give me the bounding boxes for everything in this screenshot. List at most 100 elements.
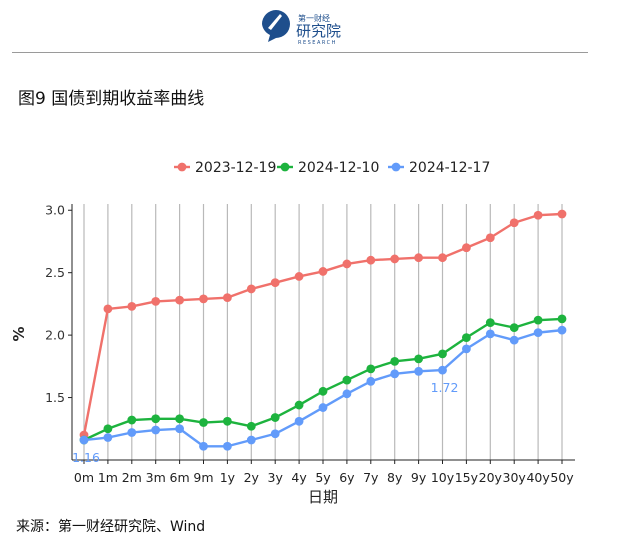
- data-point-6m: [175, 295, 185, 305]
- data-point-20y: [485, 329, 495, 339]
- data-point-3y: [270, 278, 280, 288]
- data-point-2y: [246, 435, 256, 445]
- legend: 2023-12-19 2024-12-10 2024-12-17: [174, 160, 490, 176]
- data-point-6m: [175, 424, 185, 434]
- legend-label: 2024-12-10: [298, 160, 379, 176]
- data-point-9m: [199, 294, 208, 304]
- data-point-15y: [462, 333, 471, 343]
- data-point-50y: [557, 325, 567, 335]
- data-point-4y: [294, 416, 304, 426]
- data-point-30y: [509, 218, 519, 228]
- legend-swatch-dot: [280, 162, 290, 172]
- series-2024-12-10: [79, 314, 567, 445]
- data-point-4y: [294, 272, 304, 281]
- x-tick-label-10y: 10y: [431, 470, 455, 485]
- yield-curve-chart: 2023-12-19 2024-12-10 2024-12-17 1.5 2.0 2.5…: [10, 160, 575, 506]
- data-point-2m: [127, 428, 137, 437]
- data-point-50y: [557, 314, 567, 324]
- data-point-30y: [509, 335, 519, 345]
- x-tick-label-7y: 7y: [363, 470, 379, 485]
- data-point-8y: [390, 369, 400, 379]
- logo-text-en: RESEARCH: [298, 40, 337, 46]
- legend-label: 2023-12-19: [195, 160, 276, 176]
- x-tick-label-1m: 1m: [98, 470, 118, 485]
- data-point-3y: [270, 429, 280, 439]
- data-point-0m: [79, 435, 89, 445]
- x-tick-label-9m: 9m: [193, 470, 213, 485]
- legend-swatch-dot: [177, 162, 187, 172]
- series-2024-12-17: [79, 325, 567, 451]
- data-point-10y: [438, 365, 447, 375]
- data-label: 1.16: [72, 450, 100, 465]
- data-point-5y: [318, 267, 328, 276]
- data-point-9y: [414, 253, 423, 263]
- annotations: 1.16 1.72: [72, 380, 458, 465]
- data-point-6y: [342, 389, 352, 399]
- data-point-1m: [103, 433, 113, 442]
- data-point-10y: [438, 349, 447, 359]
- data-point-1m: [103, 424, 113, 434]
- x-tick-label-2m: 2m: [122, 470, 142, 485]
- data-point-10y: [438, 253, 447, 263]
- logo-text-cn: 第一财经: [298, 13, 330, 23]
- x-tick-label-1y: 1y: [220, 470, 236, 485]
- data-label: 1.72: [431, 380, 459, 395]
- y-tick-label: 1.5: [45, 390, 65, 405]
- data-point-5y: [318, 386, 328, 396]
- x-tick-label-50y: 50y: [550, 470, 574, 485]
- data-point-30y: [509, 323, 519, 333]
- x-tick-label-8y: 8y: [387, 470, 403, 485]
- x-tick-label-2y: 2y: [244, 470, 260, 485]
- data-point-3m: [151, 297, 161, 306]
- logo: 第一财经 研究院 RESEARCH: [262, 10, 341, 46]
- data-point-7y: [366, 364, 376, 374]
- data-point-40y: [533, 328, 543, 338]
- data-point-9m: [199, 441, 208, 451]
- data-point-8y: [390, 254, 400, 264]
- data-point-3m: [151, 414, 161, 424]
- x-tick-label-6y: 6y: [339, 470, 355, 485]
- data-point-2y: [246, 284, 256, 294]
- data-point-6m: [175, 414, 185, 424]
- data-point-9y: [414, 366, 423, 376]
- y-tick-label: 3.0: [45, 203, 65, 218]
- data-point-7y: [366, 255, 376, 265]
- y-tick-label: 2.0: [45, 328, 65, 343]
- data-point-5y: [318, 403, 328, 412]
- data-point-6y: [342, 375, 352, 385]
- x-tick-label-5y: 5y: [315, 470, 331, 485]
- data-point-2m: [127, 302, 137, 311]
- data-point-4y: [294, 400, 304, 410]
- data-point-40y: [533, 210, 543, 220]
- x-tick-label-3y: 3y: [268, 470, 284, 485]
- data-point-9m: [199, 418, 208, 427]
- series-group: [79, 209, 567, 451]
- x-tick-label-15y: 15y: [455, 470, 479, 485]
- data-point-1m: [103, 304, 113, 314]
- x-tick-label-0m: 0m: [74, 470, 94, 485]
- x-tick-label-6m: 6m: [170, 470, 190, 485]
- data-point-15y: [462, 344, 471, 354]
- data-point-8y: [390, 356, 400, 366]
- legend-swatch-dot: [391, 162, 401, 172]
- legend-item-2023-12-19: 2023-12-19: [174, 160, 276, 176]
- x-axis-label: 日期: [308, 488, 338, 506]
- data-point-15y: [462, 243, 471, 253]
- logo-icon: [262, 10, 290, 42]
- data-point-40y: [533, 315, 543, 325]
- x-ticks: 0m 1m 2m 3m 6m 9m 1y 2y 3y 4y 5y 6y 7y 8y 9y 10y 15y 20y 3…: [74, 460, 574, 485]
- data-point-2m: [127, 415, 137, 425]
- data-point-1y: [223, 441, 232, 451]
- data-point-1y: [223, 293, 232, 303]
- header-rule: [12, 52, 588, 53]
- x-tick-label-40y: 40y: [526, 470, 550, 485]
- legend-item-2024-12-10: 2024-12-10: [277, 160, 379, 176]
- data-point-9y: [414, 354, 423, 364]
- data-point-6y: [342, 259, 352, 269]
- data-point-20y: [485, 318, 495, 328]
- y-tick-label: 2.5: [45, 265, 65, 280]
- logo-text-main: 研究院: [296, 22, 341, 40]
- data-point-2y: [246, 421, 256, 431]
- y-ticks: 1.5 2.0 2.5 3.0: [45, 203, 72, 405]
- x-tick-label-20y: 20y: [479, 470, 503, 485]
